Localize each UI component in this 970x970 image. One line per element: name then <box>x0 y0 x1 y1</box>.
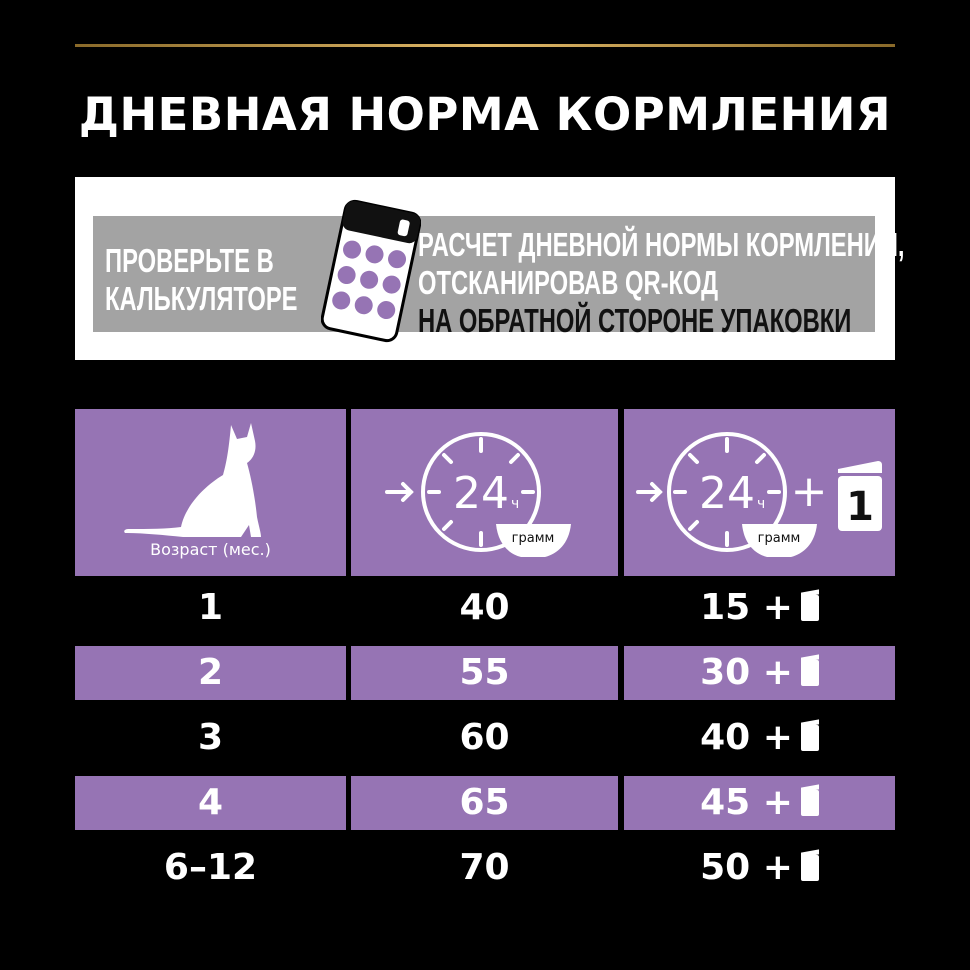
age-label: Возраст (мес.) <box>150 540 271 559</box>
banner-left-line: КАЛЬКУЛЯТОРЕ <box>105 279 298 317</box>
banner-right-text: РАСЧЕТ ДНЕВНОЙ НОРМЫ КОРМЛЕНИЯ, ОТСКАНИР… <box>418 226 905 340</box>
page-title: ДНЕВНАЯ НОРМА КОРМЛЕНИЯ <box>78 88 892 141</box>
row-band <box>75 646 346 700</box>
mixed-grams: 40 + <box>700 717 793 758</box>
header-dry-food: 24 ч грамм <box>351 409 618 576</box>
age-cell: 3 <box>197 717 224 758</box>
mixed-cell: 15 + <box>624 581 895 635</box>
age-cell: 4 <box>197 782 224 823</box>
banner-right-line: НА ОБРАТНОЙ СТОРОНЕ УПАКОВКИ <box>418 301 852 339</box>
plus-sign: + <box>791 466 828 517</box>
clock-hours: 24 <box>453 468 509 519</box>
dry-cell: 60 <box>459 717 510 758</box>
row-band <box>624 776 895 830</box>
row-band <box>351 646 618 700</box>
cat-icon <box>124 423 261 537</box>
row-band <box>351 776 618 830</box>
dry-cell: 55 <box>459 652 510 693</box>
pouch-icon <box>800 855 819 881</box>
bowl-label: грамм <box>758 531 801 546</box>
mixed-cell: 40 + <box>624 711 895 765</box>
age-cell: 2 <box>197 652 224 693</box>
pouch-icon <box>800 790 819 816</box>
dry-cell: 40 <box>459 587 510 628</box>
banner-left-text: ПРОВЕРЬТЕ В КАЛЬКУЛЯТОРЕ <box>105 242 298 318</box>
mixed-cell: 50 + <box>624 841 895 895</box>
pouch-count: 1 <box>846 484 874 530</box>
mixed-grams: 45 + <box>700 782 793 823</box>
bowl-label: грамм <box>512 531 555 546</box>
calculator-icon <box>321 199 421 343</box>
mixed-cell: 45 + <box>624 776 895 830</box>
clock-bowl-pouch-icon: 24 ч грамм + 1 <box>636 432 882 557</box>
header-mixed-food: 24 ч грамм + 1 <box>624 409 895 576</box>
clock-unit: ч <box>757 496 765 512</box>
pouch-icon <box>800 660 819 686</box>
pouch-icon <box>800 595 819 621</box>
pouch-icon <box>800 725 819 751</box>
calculator-banner: ПРОВЕРЬТЕ В КАЛЬКУЛЯТОРЕ РАСЧЕТ ДНЕВНОЙ … <box>75 177 905 360</box>
row-band <box>75 776 346 830</box>
clock-unit: ч <box>511 496 519 512</box>
dry-cell: 70 <box>459 847 510 888</box>
age-cell: 6–12 <box>163 847 258 888</box>
mixed-grams: 15 + <box>700 587 793 628</box>
mixed-cell: 30 + <box>624 646 895 700</box>
clock-hours: 24 <box>699 468 755 519</box>
age-cell: 1 <box>197 587 224 628</box>
header-age: Возраст (мес.) <box>75 409 346 576</box>
clock-bowl-icon: 24 ч грамм <box>385 432 571 557</box>
mixed-grams: 50 + <box>700 847 793 888</box>
dry-cell: 65 <box>459 782 510 823</box>
gold-divider <box>75 44 895 47</box>
banner-right-line: ОТСКАНИРОВАВ QR-КОД <box>418 263 719 301</box>
row-band <box>624 646 895 700</box>
banner-band: ПРОВЕРЬТЕ В КАЛЬКУЛЯТОРЕ РАСЧЕТ ДНЕВНОЙ … <box>93 199 905 343</box>
mixed-grams: 30 + <box>700 652 793 693</box>
banner-right-line: РАСЧЕТ ДНЕВНОЙ НОРМЫ КОРМЛЕНИЯ, <box>418 226 905 263</box>
banner-left-line: ПРОВЕРЬТЕ В <box>105 242 274 279</box>
